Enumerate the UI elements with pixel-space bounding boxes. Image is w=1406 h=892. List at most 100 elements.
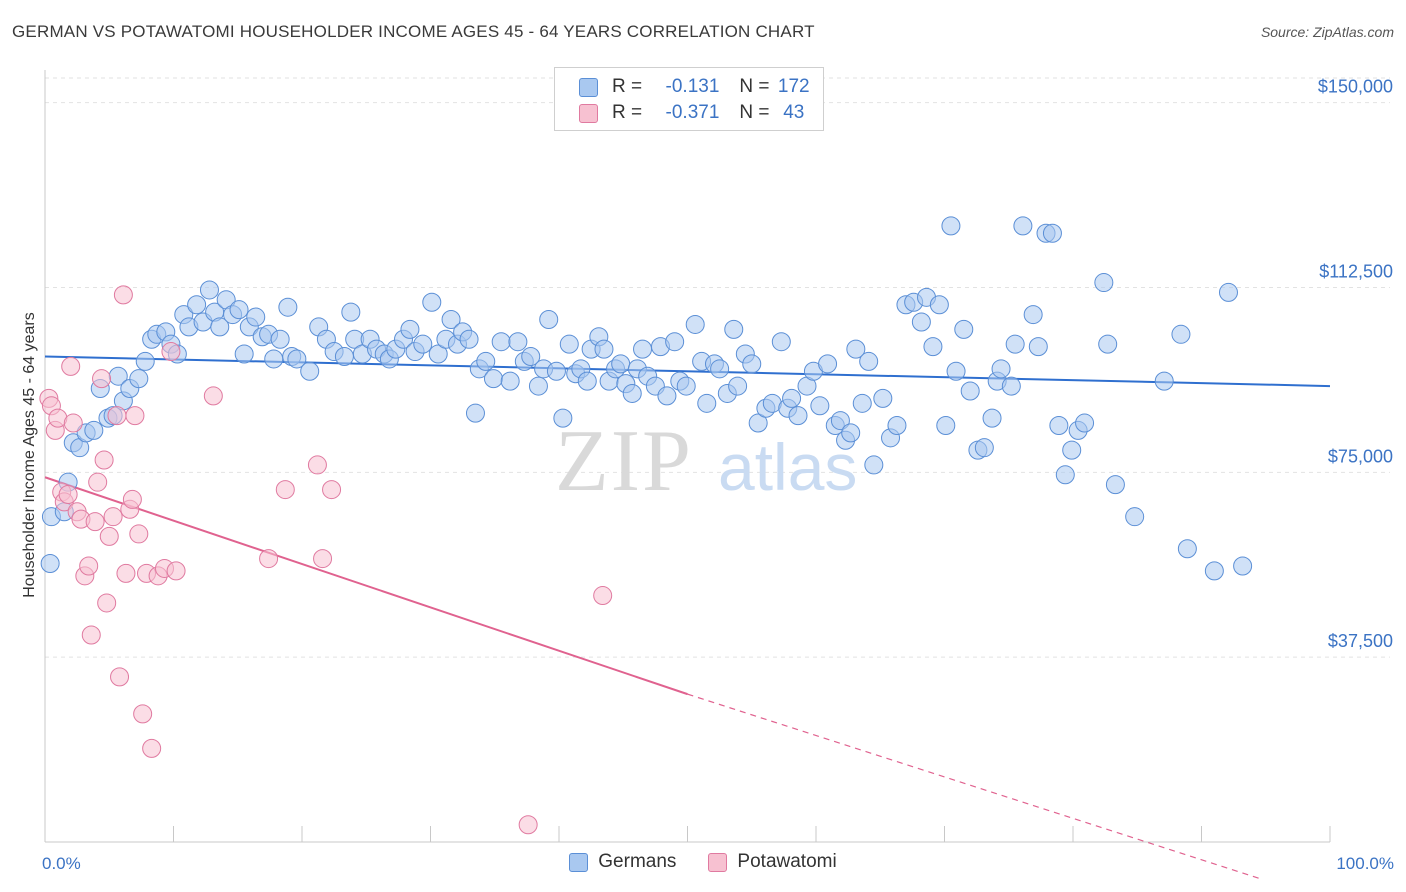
- data-point: [259, 549, 279, 569]
- data-point: [166, 561, 186, 581]
- legend-n-value: 43: [783, 102, 805, 123]
- data-point: [125, 406, 145, 426]
- data-point: [334, 346, 354, 366]
- y-tick-label: $150,000: [1318, 77, 1393, 97]
- data-point: [428, 344, 448, 364]
- data-point: [203, 386, 223, 406]
- data-point: [1042, 223, 1062, 243]
- data-point: [110, 667, 130, 687]
- data-point: [982, 408, 1002, 428]
- data-point: [873, 388, 893, 408]
- data-point: [954, 319, 974, 339]
- data-point: [546, 361, 566, 381]
- data-point: [199, 280, 219, 300]
- data-point: [788, 406, 808, 426]
- data-point: [697, 393, 717, 413]
- data-point: [728, 376, 748, 396]
- data-point: [264, 349, 284, 369]
- legend-item-potawatomi[interactable]: Potawatomi: [708, 851, 837, 873]
- data-point: [81, 625, 101, 645]
- data-point: [1177, 539, 1197, 559]
- chart-title: GERMAN VS POTAWATOMI HOUSEHOLDER INCOME …: [12, 22, 815, 41]
- y-axis-label: Householder Income Ages 45 - 64 years: [21, 312, 38, 598]
- data-point: [528, 376, 548, 396]
- axes: [44, 70, 1331, 843]
- data-point: [246, 307, 266, 327]
- swatch-germans: [569, 852, 589, 872]
- series-0: [40, 216, 1253, 581]
- trend-line-1: [44, 476, 688, 696]
- data-point: [841, 423, 861, 443]
- data-point: [742, 354, 762, 374]
- x-tick-label-min: 0.0%: [42, 854, 81, 873]
- data-point: [135, 351, 155, 371]
- data-point: [234, 344, 254, 364]
- data-point: [1125, 507, 1145, 527]
- data-point: [307, 455, 327, 475]
- data-point: [1062, 440, 1082, 460]
- data-point: [611, 354, 631, 374]
- legend-row-germans: R = -0.131 N = 172: [579, 75, 813, 99]
- legend-r-label: R =: [612, 76, 643, 97]
- legend-label-germans: Germans: [598, 851, 677, 872]
- data-point: [210, 317, 230, 337]
- data-point: [1001, 376, 1021, 396]
- data-point: [63, 413, 83, 433]
- data-point: [341, 302, 361, 322]
- data-point: [577, 371, 597, 391]
- data-point: [61, 356, 81, 376]
- data-point: [521, 346, 541, 366]
- data-point: [676, 376, 696, 396]
- data-point: [1028, 337, 1048, 357]
- legend-item-germans[interactable]: Germans: [569, 851, 676, 873]
- data-point: [887, 415, 907, 435]
- data-point: [1233, 556, 1253, 576]
- data-point: [936, 415, 956, 435]
- data-point: [161, 342, 181, 362]
- data-point: [941, 216, 961, 236]
- data-point: [322, 480, 342, 500]
- y-tick-label: $112,500: [1319, 261, 1393, 281]
- data-point: [864, 455, 884, 475]
- stats-legend: R = -0.131 N = 172 R = -0.371 N = 43: [554, 67, 824, 131]
- watermark-atlas: atlas: [718, 430, 857, 504]
- legend-swatch-germans: [579, 77, 598, 97]
- data-point: [594, 339, 614, 359]
- data-point: [187, 295, 207, 315]
- data-point: [1023, 305, 1043, 325]
- data-point: [553, 408, 573, 428]
- swatch-potawatomi: [708, 852, 728, 872]
- data-point: [593, 586, 613, 606]
- legend-n-label: N =: [739, 102, 770, 123]
- data-point: [911, 312, 931, 332]
- data-point: [278, 297, 298, 317]
- data-point: [657, 386, 677, 406]
- data-point: [1204, 561, 1224, 581]
- data-point: [991, 359, 1011, 379]
- data-point: [116, 563, 136, 583]
- series-legend: Germans Potawatomi: [0, 851, 1406, 873]
- data-point: [1094, 273, 1114, 293]
- data-point: [622, 383, 642, 403]
- data-point: [491, 332, 511, 352]
- data-point: [724, 319, 744, 339]
- data-point: [1055, 465, 1075, 485]
- data-point: [974, 438, 994, 458]
- data-point: [229, 300, 249, 320]
- data-point: [1013, 216, 1033, 236]
- watermark-zip: ZIP: [555, 413, 693, 510]
- trend-line-0: [44, 355, 1331, 388]
- data-point: [465, 403, 485, 423]
- data-point: [122, 489, 142, 509]
- data-point: [1098, 334, 1118, 354]
- data-point: [58, 485, 78, 505]
- legend-r-value: -0.131: [665, 76, 720, 97]
- data-point: [518, 815, 538, 835]
- data-point: [129, 369, 149, 389]
- trend-lines: [44, 355, 1331, 879]
- data-point: [275, 480, 295, 500]
- data-point: [830, 411, 850, 431]
- data-point: [300, 361, 320, 381]
- legend-row-potawatomi: R = -0.371 N = 43: [579, 101, 813, 125]
- data-point: [508, 332, 528, 352]
